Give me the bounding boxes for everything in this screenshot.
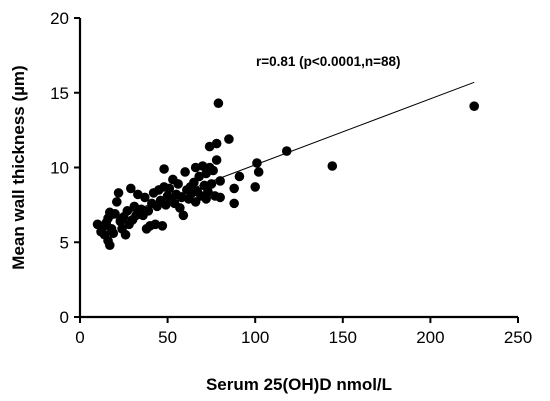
data-point <box>104 240 115 251</box>
x-tick-label: 200 <box>416 328 444 347</box>
data-point <box>164 183 175 194</box>
y-tick-label: 20 <box>50 9 69 28</box>
data-points <box>92 98 480 251</box>
data-point <box>120 229 131 240</box>
x-tick-label: 150 <box>329 328 357 347</box>
data-point <box>469 101 480 112</box>
data-point <box>206 179 217 189</box>
data-point <box>143 206 154 216</box>
data-point <box>108 228 119 239</box>
data-point <box>224 134 234 144</box>
data-point <box>327 161 338 171</box>
data-point <box>140 192 150 203</box>
y-ticks: 0 5 10 15 20 <box>50 9 80 327</box>
data-point <box>203 186 213 197</box>
data-point <box>215 192 225 203</box>
data-point <box>215 176 225 186</box>
data-point <box>110 209 120 219</box>
x-tick-label: 0 <box>75 328 84 347</box>
data-point <box>229 183 239 194</box>
y-tick-label: 5 <box>60 233 69 252</box>
data-point <box>253 167 264 177</box>
x-ticks: 0 50 100 150 200 250 <box>75 317 532 347</box>
data-point <box>250 182 260 192</box>
x-axis-title: Serum 25(OH)D nmol/L <box>206 375 392 394</box>
data-point <box>229 198 239 209</box>
plot-area: 0 50 100 150 200 250 0 5 10 15 20 <box>50 9 532 347</box>
y-tick-label: 15 <box>50 84 69 103</box>
y-tick-label: 0 <box>60 308 69 327</box>
y-axis-title: Mean wall thickness (µm) <box>9 65 28 269</box>
data-point <box>113 188 124 198</box>
data-point <box>126 183 136 194</box>
data-point <box>159 164 169 174</box>
correlation-annotation: r=0.81 (p<0.0001,n=88) <box>256 54 400 69</box>
data-point <box>190 162 201 173</box>
data-point <box>201 194 211 204</box>
data-point <box>234 171 245 182</box>
data-point <box>208 165 218 176</box>
data-point <box>178 210 189 221</box>
data-point <box>175 203 185 213</box>
data-point <box>281 146 292 156</box>
data-point <box>252 158 262 168</box>
x-tick-label: 50 <box>158 328 177 347</box>
data-point <box>122 206 133 216</box>
data-point <box>211 155 222 165</box>
data-point <box>180 167 190 177</box>
data-point <box>213 98 224 109</box>
x-tick-label: 100 <box>241 328 269 347</box>
y-tick-label: 10 <box>50 159 69 178</box>
data-point <box>173 179 183 189</box>
data-point <box>111 197 122 207</box>
data-point <box>157 221 168 231</box>
x-tick-label: 250 <box>504 328 532 347</box>
data-point <box>211 138 222 149</box>
